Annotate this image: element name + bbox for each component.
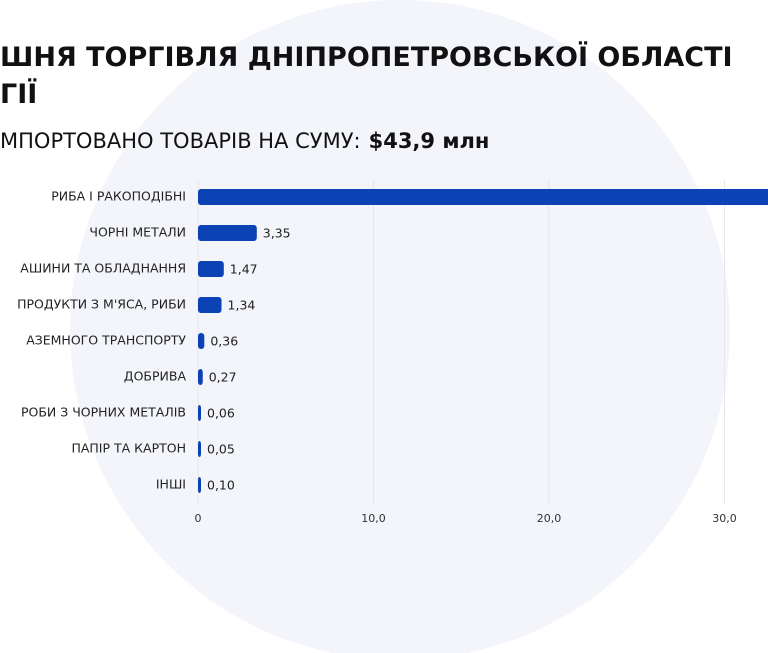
chart-title-line: ГІЇ	[0, 78, 37, 110]
bar	[198, 333, 205, 349]
category-label: АШИНИ ТА ОБЛАДНАННЯ	[20, 261, 186, 276]
value-label: 0,27	[209, 370, 237, 385]
value-label: 0,10	[207, 478, 235, 493]
subtitle-text: МПОРТОВАНО ТОВАРІВ НА СУМУ:	[0, 129, 361, 153]
value-label: 0,06	[207, 406, 235, 421]
category-label: ДОБРИВА	[124, 369, 187, 384]
bar	[198, 189, 768, 205]
value-label: 0,05	[207, 442, 235, 457]
category-label: АЗЕМНОГО ТРАНСПОРТУ	[26, 333, 186, 348]
category-label: РИБА І РАКОПОДІБНІ	[51, 189, 186, 204]
bar	[198, 369, 203, 385]
bar	[198, 225, 257, 241]
value-label: 0,36	[210, 334, 238, 349]
chart-title: ШНЯ ТОРГІВЛЯ ДНІПРОПЕТРОВСЬКОЇ ОБЛАСТІ	[0, 41, 733, 73]
bar	[198, 477, 201, 493]
bar	[198, 441, 201, 457]
x-tick-label: 10,0	[361, 512, 386, 525]
category-label: ПАПІР ТА КАРТОН	[71, 441, 186, 456]
x-tick-label: 30,0	[712, 512, 737, 525]
value-label: 1,34	[228, 298, 256, 313]
bar	[198, 261, 224, 277]
background-decoration	[70, 0, 730, 653]
category-label: ІНШІ	[156, 477, 186, 492]
x-tick-label: 0	[195, 512, 202, 525]
chart-subtitle: МПОРТОВАНО ТОВАРІВ НА СУМУ: $43,9 млн	[0, 129, 489, 153]
category-label: ЧОРНІ МЕТАЛИ	[89, 225, 186, 240]
bar	[198, 297, 222, 313]
value-label: 3,35	[263, 226, 291, 241]
category-label: ПРОДУКТИ З М'ЯСА, РИБИ	[17, 297, 186, 312]
value-label: 1,47	[230, 262, 258, 277]
x-tick-label: 20,0	[537, 512, 562, 525]
subtitle-total: $43,9 млн	[369, 129, 490, 153]
bar	[198, 405, 201, 421]
category-label: РОБИ З ЧОРНИХ МЕТАЛІВ	[21, 405, 186, 420]
